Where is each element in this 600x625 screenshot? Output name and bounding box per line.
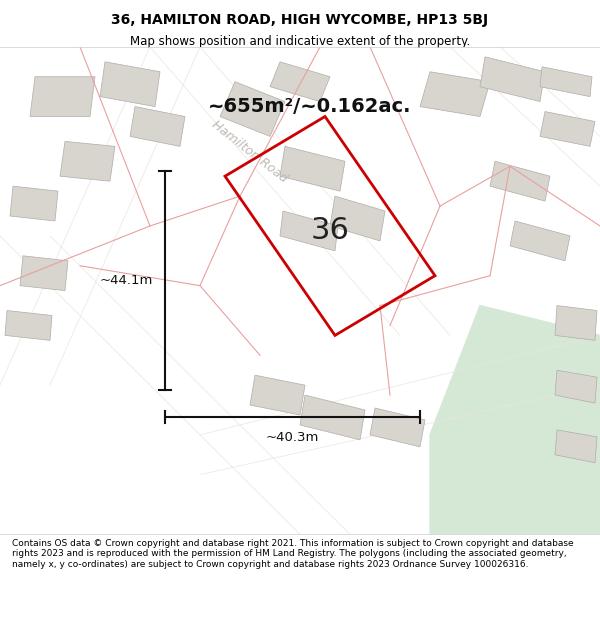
Polygon shape xyxy=(200,336,600,474)
Polygon shape xyxy=(420,72,490,116)
Text: Contains OS data © Crown copyright and database right 2021. This information is : Contains OS data © Crown copyright and d… xyxy=(12,539,574,569)
Polygon shape xyxy=(330,196,385,241)
Polygon shape xyxy=(150,47,450,336)
Polygon shape xyxy=(270,62,330,102)
Polygon shape xyxy=(555,430,597,462)
Polygon shape xyxy=(370,408,425,447)
Polygon shape xyxy=(220,82,285,136)
Polygon shape xyxy=(430,306,600,534)
Polygon shape xyxy=(540,111,595,146)
Polygon shape xyxy=(540,67,592,97)
Text: ~44.1m: ~44.1m xyxy=(100,274,153,287)
Text: ~40.3m: ~40.3m xyxy=(266,431,319,444)
Text: 36: 36 xyxy=(311,216,349,246)
Polygon shape xyxy=(280,146,345,191)
Polygon shape xyxy=(30,77,95,116)
Polygon shape xyxy=(10,186,58,221)
Polygon shape xyxy=(450,47,600,186)
Polygon shape xyxy=(510,221,570,261)
Polygon shape xyxy=(5,311,52,341)
Polygon shape xyxy=(480,57,545,102)
Text: ~655m²/~0.162ac.: ~655m²/~0.162ac. xyxy=(208,97,412,116)
Polygon shape xyxy=(20,256,68,291)
Polygon shape xyxy=(0,236,350,534)
Polygon shape xyxy=(60,141,115,181)
Text: Map shows position and indicative extent of the property.: Map shows position and indicative extent… xyxy=(130,35,470,48)
Polygon shape xyxy=(490,161,550,201)
Polygon shape xyxy=(0,47,200,385)
Polygon shape xyxy=(130,107,185,146)
Polygon shape xyxy=(100,62,160,107)
Polygon shape xyxy=(555,370,597,403)
Polygon shape xyxy=(280,211,338,251)
Polygon shape xyxy=(250,375,305,415)
Text: 36, HAMILTON ROAD, HIGH WYCOMBE, HP13 5BJ: 36, HAMILTON ROAD, HIGH WYCOMBE, HP13 5B… xyxy=(112,13,488,27)
Text: Hamilton Road: Hamilton Road xyxy=(209,118,290,185)
Polygon shape xyxy=(300,395,365,440)
Polygon shape xyxy=(555,306,597,341)
